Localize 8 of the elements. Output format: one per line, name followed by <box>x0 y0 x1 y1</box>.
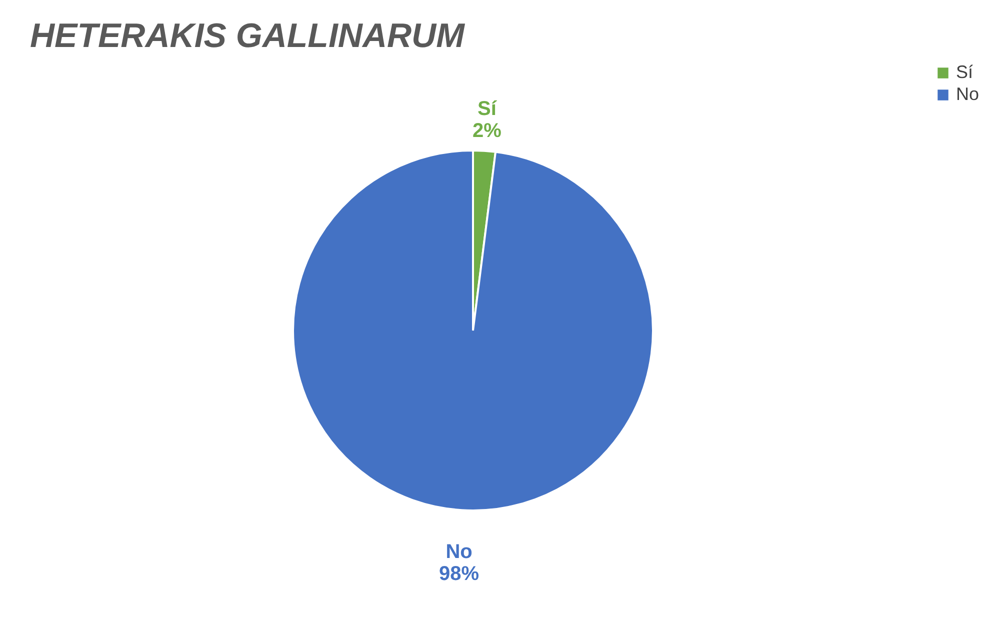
chart-title: HETERAKIS GALLINARUM <box>30 17 466 55</box>
slice-label: Sí <box>477 98 498 120</box>
data-label: 98% <box>439 563 480 586</box>
data-label: 2% <box>472 120 502 142</box>
legend-label: Sí <box>956 62 974 82</box>
slice-label: No <box>446 541 472 564</box>
pie-slice <box>292 150 654 512</box>
legend-label: No <box>956 84 980 104</box>
